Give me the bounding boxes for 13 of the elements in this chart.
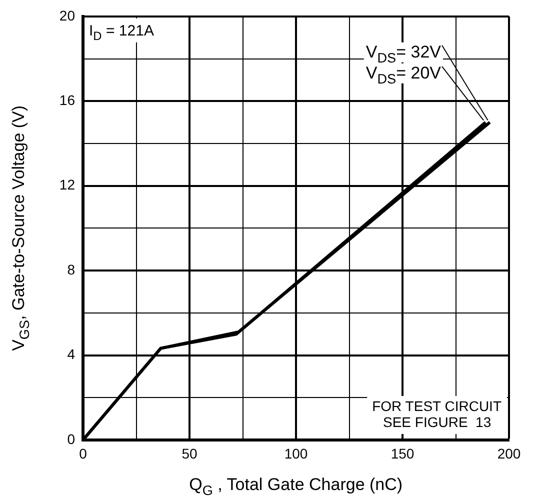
y-axis-title: VGS, Gate-to-Source Voltage (V) [9, 105, 32, 351]
x-tick-label: 150 [390, 445, 414, 462]
y-tick-label: 8 [67, 261, 76, 278]
x-tick-label: 50 [182, 445, 198, 462]
annotation: FOR TEST CIRCUIT SEE FIGURE 13 [372, 398, 502, 430]
x-tick-label: 200 [497, 445, 521, 462]
y-tick-label: 4 [67, 346, 76, 362]
y-tick-label: 20 [59, 7, 76, 24]
y-tick-label: 16 [59, 92, 76, 108]
y-tick-label: 0 [67, 430, 76, 447]
y-tick-label: 12 [59, 176, 76, 193]
x-tick-label: 0 [79, 445, 88, 462]
x-tick-label: 100 [284, 445, 308, 462]
